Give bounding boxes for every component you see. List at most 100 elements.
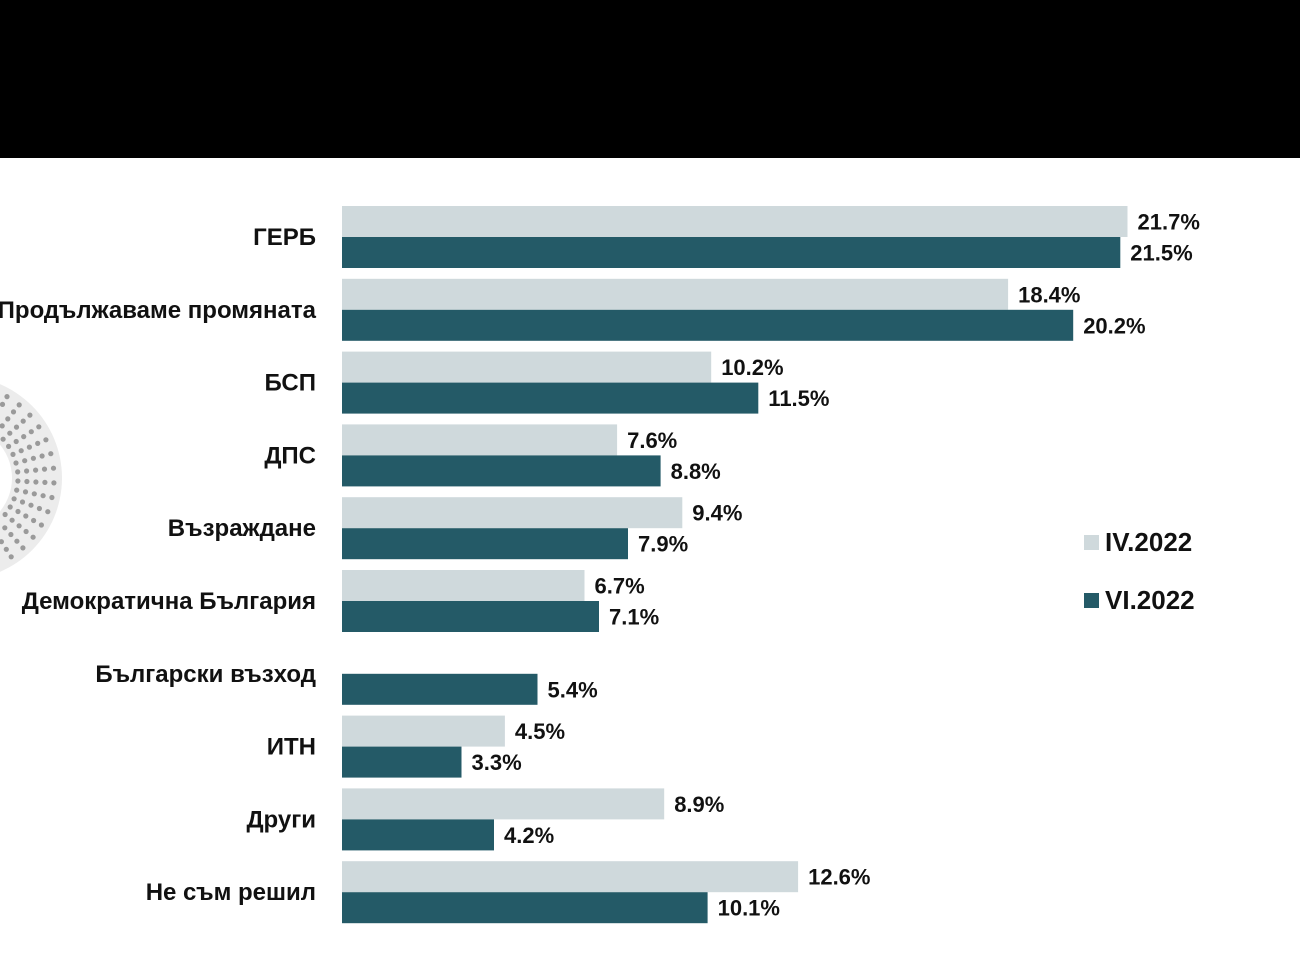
value-label: 21.7% <box>1138 210 1200 235</box>
seat-dot <box>0 539 4 545</box>
seat-dot <box>20 545 26 551</box>
seat-dot <box>7 504 13 510</box>
seat-dot <box>20 418 26 424</box>
value-label: 10.1% <box>718 896 780 921</box>
seat-dot <box>9 517 15 523</box>
legend-label: IV.2022 <box>1105 527 1192 557</box>
seat-dot <box>13 438 19 445</box>
bar-vi-2022 <box>342 892 708 924</box>
seat-dot <box>42 479 48 485</box>
value-label: 12.6% <box>808 865 870 890</box>
seat-dot <box>50 465 57 471</box>
seat-dot <box>2 511 8 518</box>
value-label: 5.4% <box>548 677 598 702</box>
seat-dot <box>43 437 49 443</box>
seat-dot <box>21 434 27 440</box>
seat-dot <box>35 440 41 446</box>
seat-dot <box>23 513 29 519</box>
seat-dot <box>5 416 11 422</box>
seat-dot <box>13 460 19 466</box>
seat-dot <box>0 423 5 429</box>
category-label: Възраждане <box>168 515 316 542</box>
seat-dot <box>8 531 14 538</box>
seat-dot <box>30 517 37 524</box>
legend-swatch <box>1084 535 1099 550</box>
seat-dot <box>16 402 22 408</box>
category-label: Не съм решил <box>146 879 316 906</box>
seat-dot <box>2 525 8 531</box>
seat-dot <box>22 458 28 464</box>
seat-dot <box>4 394 10 400</box>
seat-dot <box>41 466 48 472</box>
value-label: 20.2% <box>1083 313 1145 338</box>
bar-iv-2022 <box>342 788 665 820</box>
bar-vi-2022 <box>342 455 661 487</box>
seat-dot <box>51 480 57 486</box>
value-label: 7.1% <box>609 605 659 630</box>
value-label: 4.5% <box>515 719 565 744</box>
top-header-band <box>0 0 1300 158</box>
seat-dot <box>13 424 20 430</box>
category-label: БСП <box>264 370 316 397</box>
bar-vi-2022 <box>342 382 759 414</box>
bar-vi-2022 <box>342 528 628 560</box>
seat-dot <box>30 534 36 540</box>
value-label: 21.5% <box>1130 241 1192 266</box>
seat-dot <box>24 478 30 485</box>
bar-vi-2022 <box>342 746 462 778</box>
legend-swatch <box>1084 593 1099 608</box>
bars-layer <box>342 206 1128 924</box>
seat-dot <box>15 469 21 475</box>
seat-dots <box>0 394 57 560</box>
seat-dot <box>30 455 36 461</box>
seat-dot <box>18 448 24 454</box>
bar-iv-2022 <box>342 570 585 601</box>
bar-vi-2022 <box>342 237 1121 268</box>
value-label: 10.2% <box>721 355 783 380</box>
seat-dot <box>24 468 30 474</box>
seat-dot <box>33 479 39 485</box>
seat-dot <box>16 523 22 529</box>
seat-dot <box>31 491 37 497</box>
bar-iv-2022 <box>342 351 712 383</box>
value-label: 7.9% <box>638 532 688 557</box>
seat-dot <box>36 505 43 512</box>
value-label: 18.4% <box>1018 282 1080 307</box>
seat-dot <box>40 493 46 499</box>
seat-dot <box>49 494 55 501</box>
category-label: ГЕРБ <box>253 224 316 251</box>
legend: IV.2022 VI.2022 <box>1084 527 1195 615</box>
poll-chart: ГЕРБ 21.7% 21.5% Продължаваме промяната 18.4… <box>0 158 1300 975</box>
value-label: 6.7% <box>595 574 645 599</box>
bar-vi-2022 <box>342 819 494 851</box>
seat-dot <box>28 429 34 435</box>
seat-dot <box>19 499 26 505</box>
seat-dot <box>27 412 33 418</box>
category-label: Демократична България <box>22 588 316 615</box>
bar-iv-2022 <box>342 497 683 529</box>
seat-dot <box>14 538 20 544</box>
category-label: ИТН <box>267 734 316 761</box>
value-label: 8.8% <box>671 459 721 484</box>
category-label: ДПС <box>264 442 316 469</box>
seat-dot <box>11 496 17 502</box>
bar-vi-2022 <box>342 309 1074 341</box>
value-label: 9.4% <box>692 501 742 526</box>
seat-dot <box>10 451 16 457</box>
seat-dot <box>3 546 9 552</box>
seat-dot <box>14 487 20 493</box>
legend-label: VI.2022 <box>1105 585 1195 615</box>
seat-dot <box>6 443 12 449</box>
bar-iv-2022 <box>342 206 1128 237</box>
category-label: Продължаваме промяната <box>0 297 317 324</box>
bar-iv-2022 <box>342 424 618 456</box>
value-label: 7.6% <box>627 428 677 453</box>
seat-dot <box>23 528 29 535</box>
seat-dot <box>39 453 45 459</box>
labels-layer: ГЕРБ 21.7% 21.5% Продължаваме промяната 18.4… <box>0 210 1200 921</box>
category-label: Други <box>246 806 316 833</box>
category-label: Български възход <box>95 661 316 688</box>
value-label: 4.2% <box>504 823 554 848</box>
bar-chart-svg: ГЕРБ 21.7% 21.5% Продължаваме промяната 18.4… <box>0 206 1200 924</box>
parliament-decoration <box>0 384 62 572</box>
